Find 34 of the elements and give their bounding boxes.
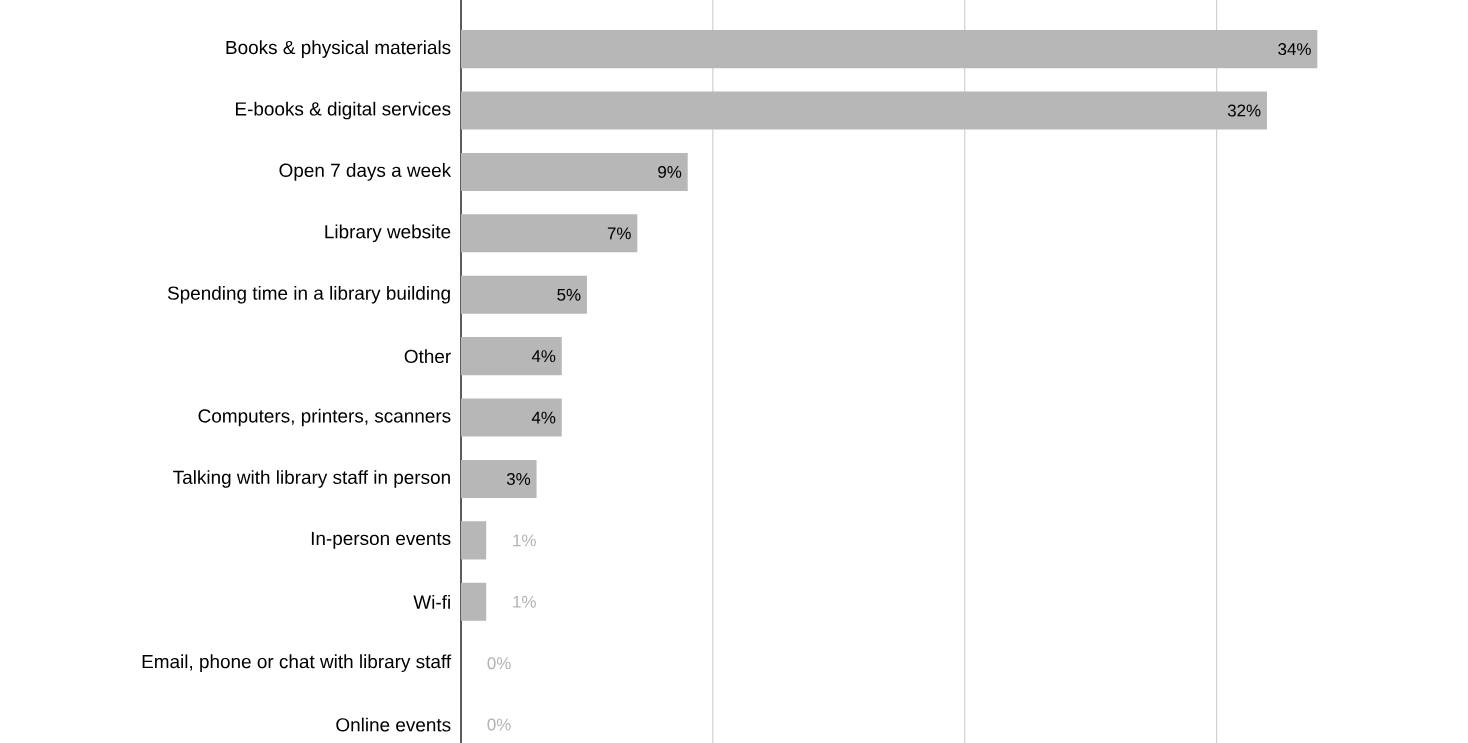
bar xyxy=(461,398,562,437)
data-label: 1% xyxy=(513,534,536,547)
data-label: 1% xyxy=(513,595,536,608)
data-label: 32% xyxy=(1227,104,1261,117)
y-tick-label: Open 7 days a week xyxy=(279,163,452,181)
data-label: 4% xyxy=(531,350,556,363)
bar xyxy=(461,214,638,253)
y-tick-label: Other xyxy=(404,349,451,364)
y-tick-label: Computers, printers, scanners xyxy=(198,408,451,427)
bar xyxy=(461,152,688,191)
y-tick-label: Online events xyxy=(336,717,451,732)
y-tick-label: Wi-fi xyxy=(413,594,450,609)
y-tick-label: Talking with library staff in person xyxy=(173,470,450,488)
bar xyxy=(461,275,587,314)
y-tick-label: E-books & digital services xyxy=(235,101,451,120)
data-label: 4% xyxy=(531,411,556,424)
bar xyxy=(461,30,1318,69)
data-label: 3% xyxy=(506,472,531,485)
data-label: 34% xyxy=(1278,43,1311,56)
data-label: 0% xyxy=(487,657,511,670)
bar xyxy=(461,337,562,376)
y-tick-label: Email, phone or chat with library staff xyxy=(142,654,452,672)
data-label: 0% xyxy=(487,718,511,731)
y-tick-label: Spending time in a library building xyxy=(167,285,450,304)
y-tick-label: Library website xyxy=(325,224,451,243)
bar xyxy=(461,91,1267,130)
data-label: 9% xyxy=(658,165,682,178)
data-label: 5% xyxy=(557,288,581,301)
y-tick-label: Books & physical materials xyxy=(226,40,451,58)
bar xyxy=(461,459,537,498)
bar xyxy=(461,521,487,560)
data-label: 7% xyxy=(607,227,631,240)
bar xyxy=(461,582,487,621)
y-tick-label: In-person events xyxy=(311,531,451,549)
